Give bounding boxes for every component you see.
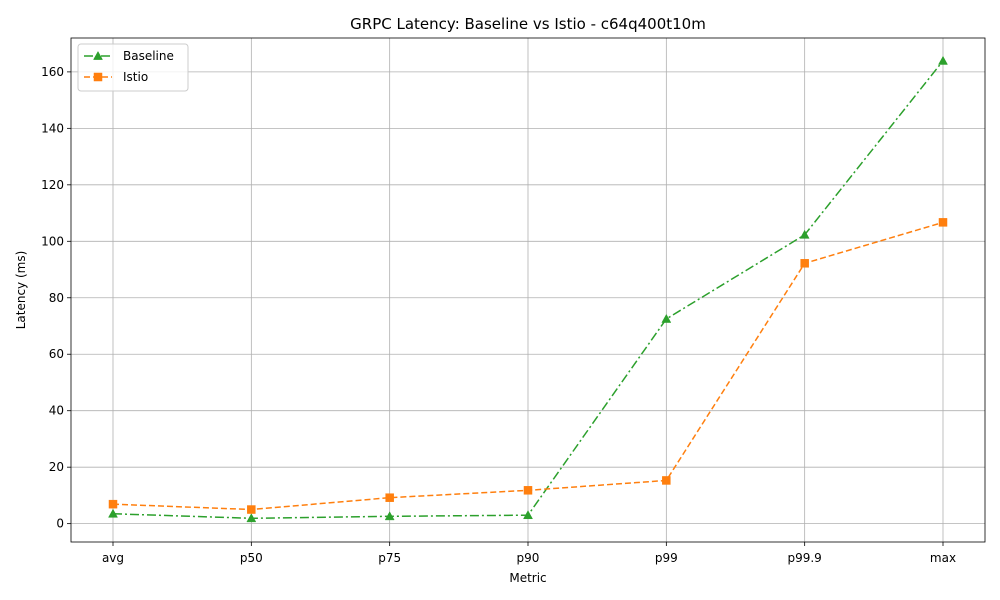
y-tick-label: 120 — [41, 178, 64, 192]
data-point-baseline — [246, 513, 257, 523]
grid — [71, 38, 985, 542]
legend-items: Baseline Istio — [84, 49, 174, 84]
data-point-baseline — [384, 511, 395, 521]
y-tick-label: 160 — [41, 65, 64, 79]
data-point-istio — [108, 499, 118, 509]
y-tick-label: 140 — [41, 121, 64, 135]
series-baseline — [108, 55, 948, 523]
legend-item-baseline: Baseline — [84, 49, 174, 63]
data-point-istio — [385, 493, 394, 502]
legend: Baseline Istio — [77, 43, 189, 92]
axis-ticks: avg p50 p75 p90 p99 p99.9 max 0 20 40 60 80 100 120 14… — [41, 65, 956, 565]
series — [108, 55, 948, 523]
data-point-baseline — [661, 313, 672, 323]
data-point-istio — [938, 218, 948, 227]
data-point-baseline — [799, 229, 810, 239]
legend-label: Baseline — [123, 49, 174, 63]
x-tick-label: p75 — [378, 551, 401, 565]
series-istio — [108, 218, 948, 514]
legend-label: Istio — [123, 70, 148, 84]
y-tick-label: 60 — [49, 347, 64, 361]
y-tick-label: 80 — [49, 291, 64, 305]
data-point-baseline — [938, 55, 948, 65]
legend-item-istio: Istio — [84, 70, 148, 84]
legend-marker — [93, 72, 103, 82]
x-tick-label: p50 — [240, 551, 263, 565]
x-tick-label: p90 — [517, 551, 540, 565]
y-tick-label: 0 — [56, 517, 64, 531]
data-point-istio — [800, 259, 809, 268]
x-axis-label: Metric — [509, 571, 546, 585]
data-point-istio — [662, 476, 671, 485]
data-point-baseline — [108, 508, 118, 518]
y-tick-label: 40 — [49, 404, 64, 418]
y-tick-label: 20 — [49, 460, 64, 474]
y-tick-label: 100 — [41, 234, 64, 248]
x-tick-label: p99.9 — [787, 551, 821, 565]
data-point-istio — [247, 505, 256, 514]
chart-title: GRPC Latency: Baseline vs Istio - c64q40… — [350, 15, 706, 33]
x-tick-label: max — [930, 551, 956, 565]
legend-marker — [93, 50, 103, 60]
y-axis-label: Latency (ms) — [14, 251, 28, 330]
data-point-istio — [523, 486, 533, 495]
x-tick-label: p99 — [655, 551, 678, 565]
x-tick-label: avg — [102, 551, 124, 565]
data-point-baseline — [523, 510, 533, 520]
